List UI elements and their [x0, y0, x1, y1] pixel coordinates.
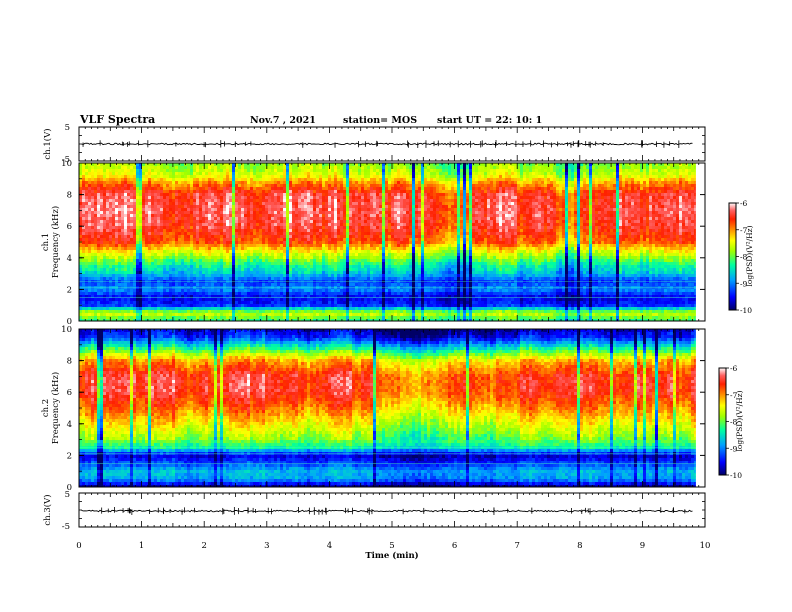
- ch1-waveform-ylabel: ch.1(V): [42, 128, 53, 159]
- ch2-colorbar-label: log(PSD)(V²/Hz): [735, 390, 744, 451]
- ch2-frequency-label: Frequency (kHz): [50, 372, 61, 444]
- ch2-colorbar-tick: -6: [730, 364, 738, 373]
- ch2-colorbar-tick: -10: [730, 471, 742, 480]
- ch2-ytick-4: 4: [67, 420, 72, 430]
- ch1-colorbar: -6-7-8-9-10 log(PSD)(V²/Hz): [729, 199, 754, 315]
- time-tick-2: 2: [201, 541, 206, 551]
- header-start-ut: start UT = 22: 10: 1: [437, 115, 542, 126]
- ch1-channel-label: ch.1: [41, 233, 51, 251]
- ch2-ytick-6: 6: [67, 388, 72, 398]
- ch3-ytick-top: 5: [65, 490, 70, 500]
- time-tick-7: 7: [514, 541, 519, 551]
- ch2-colorbar: -6-7-8-9-10 log(PSD)(V²/Hz): [719, 364, 744, 480]
- ch1-frequency-label: Frequency (kHz): [50, 206, 61, 278]
- ch2-colorbar-gradient: [719, 368, 726, 475]
- time-tick-0: 0: [76, 541, 81, 551]
- ch2-channel-label: ch.2: [41, 399, 51, 417]
- ch1-colorbar-tick: -6: [740, 199, 748, 208]
- ch1-spectrogram-image: [79, 163, 696, 321]
- ch1-ytick-10: 10: [61, 159, 72, 169]
- time-tick-6: 6: [452, 541, 457, 551]
- ch1-ytick-6: 6: [67, 222, 72, 232]
- time-tick-4: 4: [327, 541, 332, 551]
- ch2-ytick-8: 8: [67, 357, 72, 367]
- ch1-colorbar-tick: -10: [740, 306, 752, 315]
- ch1-ytick-top: 5: [65, 123, 70, 133]
- time-axis-label: Time (min): [365, 550, 418, 561]
- figure-title: VLF Spectra: [79, 113, 155, 126]
- time-tick-1: 1: [139, 541, 144, 551]
- time-tick-10: 10: [700, 541, 711, 551]
- time-tick-3: 3: [264, 541, 269, 551]
- vlf-figure: VLF Spectra Nov.7 , 2021 station= MOS st…: [0, 0, 792, 612]
- ch1-ytick-2: 2: [67, 285, 72, 295]
- time-tick-9: 9: [640, 541, 645, 551]
- ch3-waveform-ylabel: ch.3(V): [42, 494, 53, 525]
- ch3-ytick-bottom: -5: [62, 522, 70, 532]
- time-tick-8: 8: [577, 541, 582, 551]
- header-station: station= MOS: [343, 115, 417, 126]
- ch1-colorbar-gradient: [729, 203, 736, 310]
- ch1-ytick-8: 8: [67, 191, 72, 201]
- header-date: Nov.7 , 2021: [250, 115, 316, 126]
- ch1-colorbar-label: log(PSD)(V²/Hz): [745, 225, 754, 286]
- ch2-ytick-10: 10: [61, 325, 72, 335]
- ch1-ytick-4: 4: [67, 254, 72, 264]
- ch2-ytick-2: 2: [67, 451, 72, 461]
- ch2-spectrogram-image: [79, 329, 696, 487]
- time-tick-5: 5: [389, 541, 394, 551]
